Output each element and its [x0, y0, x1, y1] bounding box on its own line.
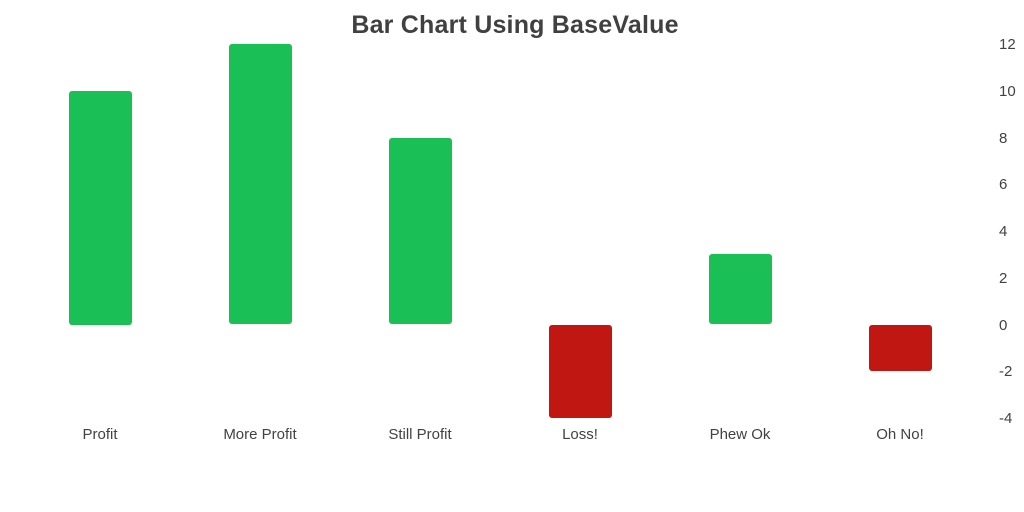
y-axis-tick-4: 4: [999, 223, 1008, 241]
y-axis-tick-2: 2: [999, 269, 1008, 287]
x-axis-label-still-profit: Still Profit: [388, 426, 452, 443]
bar-loss: [548, 324, 612, 418]
bar-more-profit: [228, 44, 292, 325]
x-axis-label-oh-no: Oh No!: [876, 426, 924, 443]
x-axis-label-loss: Loss!: [562, 426, 598, 443]
bar-still-profit: [388, 137, 452, 325]
x-axis-label-phew-ok: Phew Ok: [709, 426, 771, 443]
y-axis-tick-minus-4: -4: [999, 409, 1013, 427]
y-axis-tick-6: 6: [999, 176, 1008, 194]
y-axis-tick-8: 8: [999, 129, 1008, 147]
bar-oh-no: [868, 324, 932, 372]
x-axis-label-more-profit: More Profit: [223, 426, 297, 443]
bar-profit: [68, 91, 132, 325]
bar-phew-ok: [708, 254, 772, 325]
y-axis-tick-0: 0: [999, 316, 1008, 334]
y-axis-tick-minus-2: -2: [999, 363, 1013, 381]
y-axis-tick-10: 10: [999, 83, 1016, 100]
y-axis-tick-12: 12: [999, 36, 1016, 54]
chart-title: Bar Chart Using BaseValue: [351, 11, 679, 39]
x-axis-label-profit: Profit: [82, 426, 118, 443]
